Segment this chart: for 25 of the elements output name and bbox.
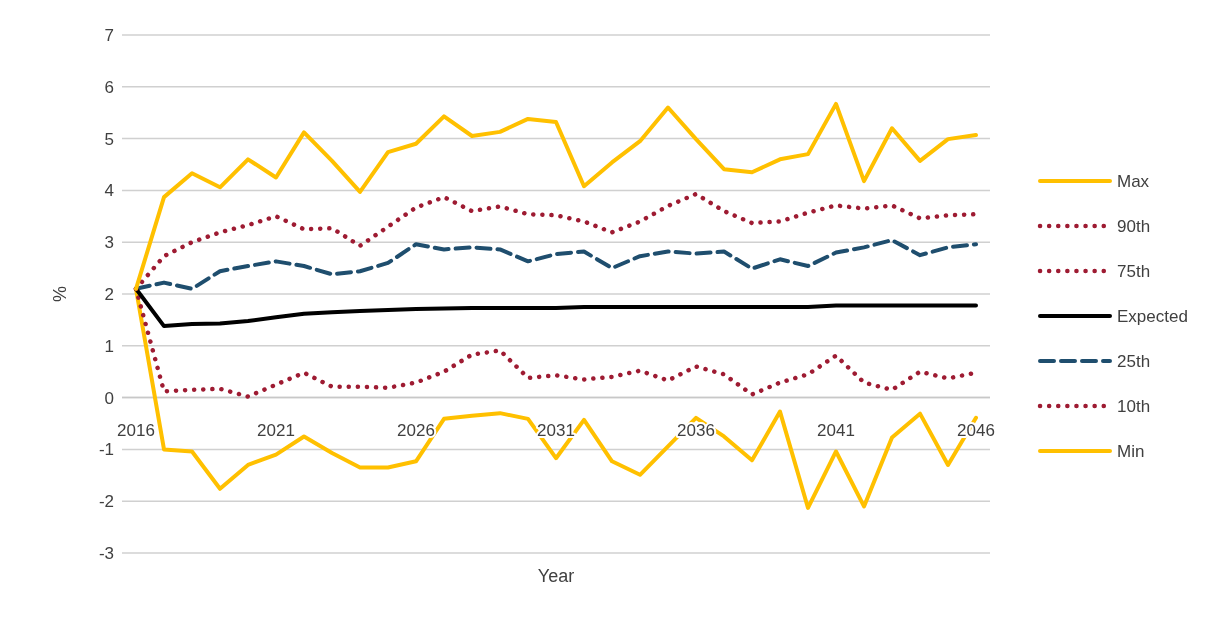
x-tick-label: 2031 <box>537 420 575 440</box>
x-axis-title: Year <box>537 566 575 586</box>
y-tick-label: 6 <box>104 77 114 97</box>
x-tick-label: 2026 <box>397 420 435 440</box>
y-tick-label: 1 <box>104 336 114 356</box>
legend-label: 25th <box>1117 351 1151 371</box>
y-tick-label: -1 <box>98 440 114 460</box>
y-axis-title: % <box>50 285 70 303</box>
y-tick-label: 0 <box>104 388 114 408</box>
y-tick-label: 4 <box>104 181 114 201</box>
x-tick-label: 2021 <box>257 420 295 440</box>
y-tick-label: 7 <box>104 25 114 45</box>
legend-label: Expected <box>1117 306 1188 326</box>
y-tick-label: 3 <box>104 233 114 253</box>
x-tick-label: 2041 <box>817 420 855 440</box>
y-tick-label: -3 <box>98 543 114 563</box>
legend-label: Min <box>1117 441 1145 461</box>
legend-label: Max <box>1117 171 1150 191</box>
legend-label: 10th <box>1117 396 1151 416</box>
y-tick-label: 2 <box>104 284 114 304</box>
legend-label: 90th <box>1117 216 1151 236</box>
x-tick-label: 2016 <box>117 420 155 440</box>
legend-label: 75th <box>1117 261 1151 281</box>
y-tick-label: -2 <box>98 492 114 512</box>
y-tick-label: 5 <box>104 129 114 149</box>
